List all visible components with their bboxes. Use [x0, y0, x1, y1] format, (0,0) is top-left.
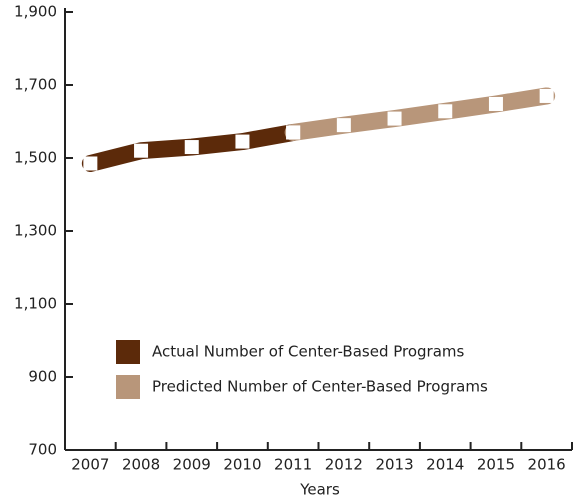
- y-tick-label: 1,700: [14, 76, 57, 94]
- point-marker: [286, 125, 301, 140]
- y-tick-label: 1,900: [14, 3, 57, 21]
- y-tick-label: 900: [28, 368, 57, 386]
- x-tick-label: 2009: [173, 456, 211, 474]
- point-marker: [539, 88, 554, 103]
- legend-swatch: [116, 375, 140, 399]
- series-line: [284, 87, 556, 141]
- x-tick-label: 2010: [223, 456, 261, 474]
- point-marker: [83, 156, 98, 171]
- x-tick-label: 2008: [122, 456, 160, 474]
- point-marker: [184, 140, 199, 155]
- point-marker: [438, 104, 453, 119]
- y-tick-label: 700: [28, 441, 57, 459]
- legend-label: Predicted Number of Center-Based Program…: [152, 378, 488, 396]
- x-tick-label: 2015: [477, 456, 515, 474]
- y-tick-label: 1,500: [14, 149, 57, 167]
- x-tick-label: 2012: [325, 456, 363, 474]
- x-tick-label: 2007: [71, 456, 109, 474]
- point-marker: [134, 143, 149, 158]
- x-tick-label: 2013: [375, 456, 413, 474]
- y-tick-label: 1,100: [14, 295, 57, 313]
- x-tick-label: 2014: [426, 456, 464, 474]
- y-tick-label: 1,300: [14, 222, 57, 240]
- legend-swatch: [116, 340, 140, 364]
- point-marker: [235, 134, 250, 149]
- x-tick-label: 2011: [274, 456, 312, 474]
- x-axis-label: Years: [299, 481, 340, 499]
- x-tick-label: 2016: [528, 456, 566, 474]
- point-marker: [387, 111, 402, 126]
- point-marker: [336, 118, 351, 133]
- legend-label: Actual Number of Center-Based Programs: [152, 343, 465, 361]
- point-marker: [488, 96, 503, 111]
